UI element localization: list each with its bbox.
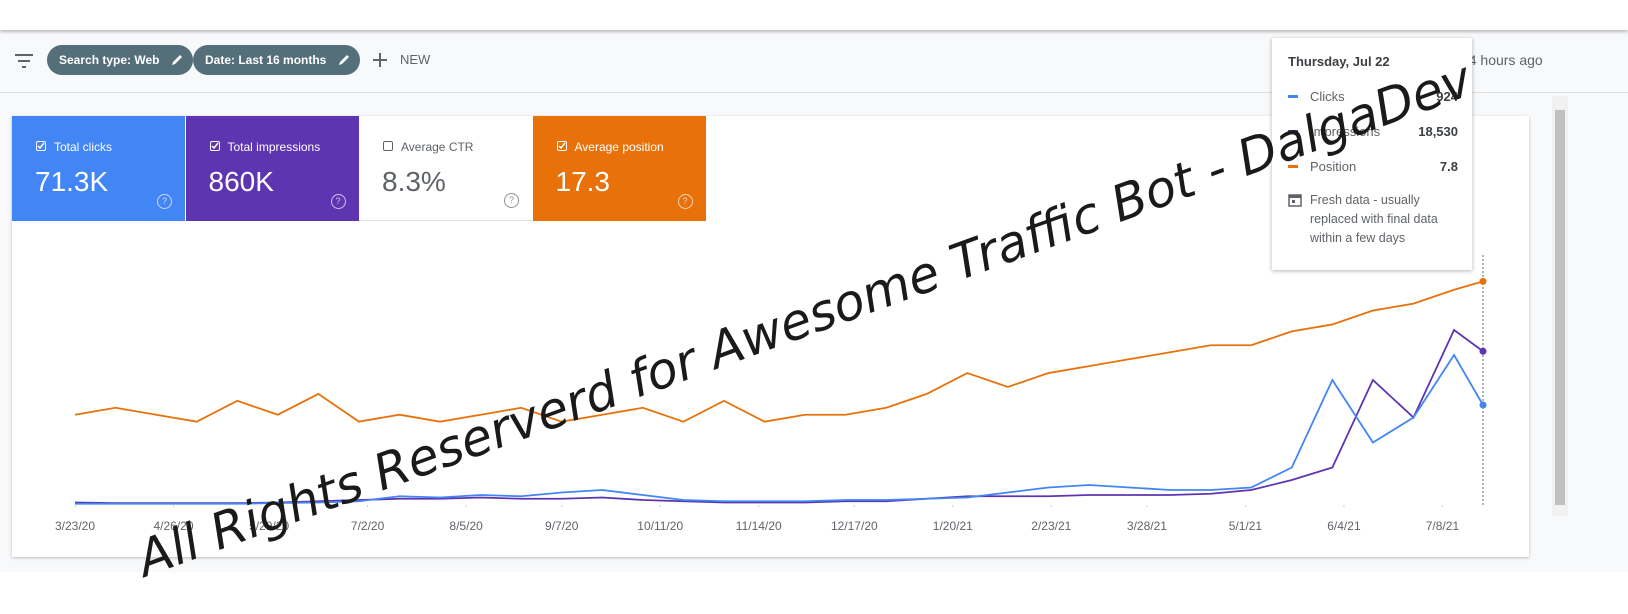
tooltip-date: Thursday, Jul 22: [1288, 54, 1390, 69]
date-chip[interactable]: Date: Last 16 months: [193, 45, 361, 75]
tooltip-row: Clicks 924: [1288, 89, 1458, 105]
metric-value: 71.3K: [35, 166, 109, 197]
help-icon[interactable]: ?: [677, 194, 693, 209]
x-tick-label: 7/2/20: [351, 519, 385, 533]
x-tick-label: 7/8/21: [1426, 519, 1460, 533]
x-tick-label: 3/23/20: [55, 519, 95, 533]
tooltip-note: Fresh data - usually replaced with final…: [1310, 193, 1438, 245]
tooltip-value: 924: [1436, 89, 1458, 104]
metric-value: 17.3: [555, 166, 611, 197]
search-type-chip[interactable]: Search type: Web: [47, 45, 194, 75]
filter-icon[interactable]: [14, 53, 34, 69]
tooltip-swatch: [1288, 95, 1298, 98]
hover-dot: [1479, 347, 1487, 355]
help-icon[interactable]: ?: [157, 194, 172, 209]
checkbox[interactable]: [383, 141, 393, 151]
tooltip-name: Impressions: [1310, 124, 1381, 139]
tooltip-name: Clicks: [1310, 89, 1345, 104]
scrollbar[interactable]: [1552, 96, 1568, 516]
metric-card[interactable]: Average CTR 8.3%?: [359, 116, 532, 221]
checkbox[interactable]: [209, 141, 220, 151]
x-tick-label: 9/7/20: [545, 519, 579, 533]
help-icon[interactable]: ?: [330, 194, 346, 209]
x-tick-label: 5/29/20: [249, 519, 289, 533]
x-tick-label: 4/26/20: [153, 519, 193, 533]
help-icon[interactable]: ?: [504, 193, 519, 208]
metric-label-text: Total clicks: [54, 140, 113, 154]
chip-label: Search type: Web: [59, 53, 160, 67]
metric-card[interactable]: Average position 17.3?: [532, 116, 706, 221]
checkbox[interactable]: [36, 141, 46, 151]
x-tick-label: 12/17/20: [831, 519, 878, 533]
metric-label-text: Total impressions: [227, 140, 321, 154]
tooltip-row: Impressions 18,530: [1288, 124, 1458, 140]
metric-label: Total clicks: [36, 140, 112, 154]
x-tick-label: 1/20/21: [933, 519, 973, 533]
new-label: NEW: [400, 52, 431, 67]
series-line: [74, 280, 1484, 423]
x-tick-label: 5/1/21: [1229, 519, 1263, 533]
metric-label: Total impressions: [210, 140, 321, 154]
new-button[interactable]: NEW: [372, 52, 430, 68]
tooltip-value: 18,530: [1418, 124, 1458, 139]
tooltip-value: 7.8: [1439, 159, 1458, 174]
metric-card[interactable]: Total clicks 71.3K?: [12, 116, 185, 221]
x-tick-label: 2/23/21: [1031, 519, 1071, 533]
metric-label-text: Average CTR: [401, 140, 474, 154]
footer-area: [0, 572, 1628, 614]
x-tick-label: 10/11/20: [637, 519, 683, 533]
metric-label: Average position: [557, 140, 664, 154]
checkbox[interactable]: [556, 141, 567, 151]
metric-label-text: Average position: [574, 140, 664, 154]
x-tick-label: 8/5/20: [449, 519, 483, 533]
tooltip-row: Position 7.8: [1288, 159, 1458, 175]
hover-dot: [1479, 277, 1487, 285]
x-tick-label: 3/28/21: [1127, 519, 1167, 533]
tooltip: Thursday, Jul 22 Clicks 924 Impressions 18,…: [1272, 38, 1472, 270]
metric-label: Average CTR: [383, 140, 473, 154]
hover-dot: [1479, 401, 1487, 409]
tooltip-swatch: [1288, 130, 1298, 133]
series-line: [75, 353, 1484, 505]
metric-card[interactable]: Total impressions 860K?: [185, 116, 359, 221]
tooltip-name: Position: [1310, 159, 1357, 174]
metric-value: 8.3%: [382, 166, 446, 197]
tooltip-swatch: [1288, 165, 1298, 168]
top-bar: [0, 0, 1628, 30]
series-line: [74, 328, 1484, 505]
metric-value: 860K: [208, 166, 274, 197]
x-tick-label: 11/14/20: [736, 519, 782, 533]
scroll-thumb[interactable]: [1555, 110, 1565, 505]
calendar-icon: [1288, 194, 1302, 207]
x-tick-label: 6/4/21: [1327, 519, 1361, 533]
chip-label: Date: Last 16 months: [205, 53, 327, 67]
